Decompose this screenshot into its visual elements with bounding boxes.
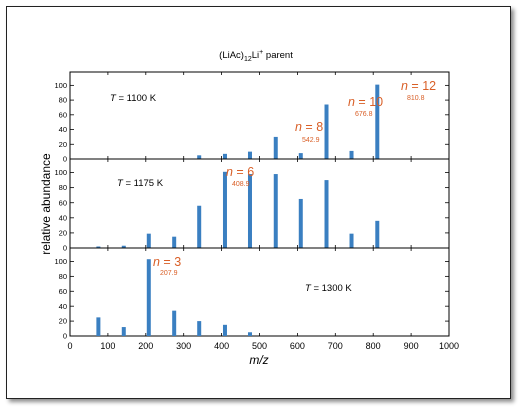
bar [146,233,151,248]
chart-title: (LiAc)12Li+ parent [219,49,293,63]
bar [96,246,101,248]
panel-temperature-label: T = 1175 K [117,178,164,189]
y-axis-title: relative abundance [39,153,53,255]
bar [197,205,202,248]
y-tick-label: 20 [59,140,67,149]
cluster-size-label: n = 8 [295,120,323,134]
y-tick-label: 0 [63,244,67,253]
panel-2: 0 20 40 60 80 100 T = 1175 K n = 6 408.9 [54,158,450,253]
y-tick-label: 40 [59,125,67,134]
panels: 0 20 40 60 80 100 T = 1100 K n = 8 542.9 n = 10 67… [54,71,459,351]
x-tick-label: 400 [214,341,229,351]
bar [121,327,126,336]
cluster-size-label: n = 10 [348,95,383,109]
bar [324,180,329,248]
bar [222,153,227,159]
y-tick-label: 100 [54,257,67,266]
bar [298,198,303,248]
x-tick-label: 1000 [439,341,459,351]
y-tick-label: 0 [63,155,67,164]
bar [222,324,227,336]
plot-frame [69,71,450,337]
bar [247,151,252,159]
y-tick-label: 80 [59,272,67,281]
bar [146,259,151,336]
bar [349,150,354,159]
bar [273,136,278,159]
x-tick-label: 700 [328,341,343,351]
cluster-mass-label: 207.9 [160,270,178,277]
x-tick-label: 200 [138,341,153,351]
x-tick-label: 900 [404,341,419,351]
y-tick-label: 80 [59,96,67,105]
bar [172,236,177,248]
bar [96,317,101,336]
x-tick-label: 800 [366,341,381,351]
cluster-size-label: n = 6 [226,165,254,179]
y-tick-label: 100 [54,168,67,177]
bar [121,245,126,248]
bar [172,310,177,336]
panel-temperature-label: T = 1300 K [305,283,352,294]
cluster-mass-label: 676.8 [355,111,373,118]
bar [273,174,278,248]
bar [222,171,227,248]
bar [324,104,329,159]
y-tick-label: 80 [59,183,67,192]
cluster-mass-label: 542.9 [302,137,320,144]
bar [247,332,252,336]
y-tick-label: 40 [59,302,67,311]
y-tick-label: 40 [59,213,67,222]
bar [349,233,354,248]
cluster-size-label: n = 12 [401,79,436,93]
cluster-mass-label: 408.9 [232,181,250,188]
bar [197,321,202,336]
bar [375,84,380,159]
x-tick-label: 0 [67,341,72,351]
bar [375,220,380,248]
x-tick-label: 100 [100,341,115,351]
y-tick-label: 20 [59,317,67,326]
x-axis-title: m/z [249,353,268,367]
bar [197,155,202,159]
y-tick-label: 100 [54,81,67,90]
x-tick-label: 300 [176,341,191,351]
cluster-mass-label: 810.8 [407,95,425,102]
x-tick-label: 500 [252,341,267,351]
panel-1: 0 20 40 60 80 100 T = 1100 K n = 8 542.9 n = 10 67… [54,72,450,164]
y-tick-label: 60 [59,287,67,296]
panel-temperature-label: T = 1100 K [110,93,157,104]
y-tick-label: 60 [59,198,67,207]
bar [298,153,303,159]
cluster-size-label: n = 3 [153,255,181,269]
bar [247,174,252,248]
y-tick-label: 20 [59,229,67,238]
y-tick-label: 0 [63,332,67,341]
x-tick-label: 600 [290,341,305,351]
y-tick-label: 60 [59,110,67,119]
